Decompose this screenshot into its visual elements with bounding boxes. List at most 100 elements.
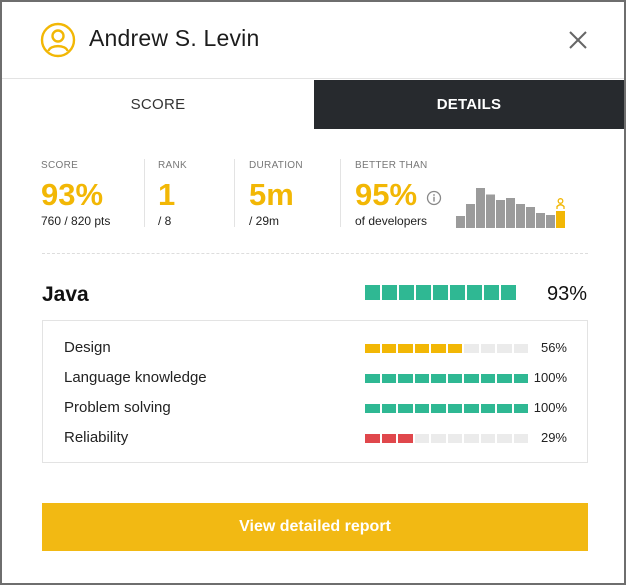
progress-segment-filled xyxy=(447,404,462,413)
progress-segment-filled xyxy=(464,404,479,413)
breakdown-row-problem-solving: Problem solving 100% xyxy=(43,396,587,420)
progress-segment-filled xyxy=(467,285,482,300)
histogram-bar xyxy=(466,204,475,228)
progress-segment-filled xyxy=(447,344,462,353)
progress-segment-filled xyxy=(414,344,429,353)
progress-segment-filled xyxy=(365,344,380,353)
progress-segment-filled xyxy=(513,404,528,413)
progress-segment-filled xyxy=(501,285,516,300)
progress-segment-empty xyxy=(513,344,528,353)
breakdown-progress-bar xyxy=(365,434,528,443)
progress-segment-filled xyxy=(382,285,397,300)
histogram-bar xyxy=(476,188,485,228)
rank-label: RANK xyxy=(158,160,187,171)
progress-segment-filled xyxy=(398,374,413,383)
tab-bar: SCORE DETAILS xyxy=(2,80,624,129)
progress-segment-filled xyxy=(381,344,396,353)
breakdown-percent: 100% xyxy=(533,370,567,385)
progress-segment-empty xyxy=(447,434,462,443)
better-than-caption: of developers xyxy=(355,214,428,228)
progress-segment-empty xyxy=(513,434,528,443)
histogram-bar xyxy=(516,204,525,228)
progress-segment-empty xyxy=(464,344,479,353)
breakdown-label: Language knowledge xyxy=(64,369,207,386)
close-icon[interactable] xyxy=(564,26,592,54)
rank-stat: RANK 1 / 8 xyxy=(158,160,187,228)
histogram-bar xyxy=(486,194,495,228)
duration-total: / 29m xyxy=(249,214,280,228)
histogram-bar xyxy=(526,207,535,228)
tab-score[interactable]: SCORE xyxy=(2,80,314,129)
user-name: Andrew S. Levin xyxy=(89,25,260,51)
progress-segment-filled xyxy=(414,374,429,383)
progress-segment-filled xyxy=(497,374,512,383)
better-than-label: BETTER THAN xyxy=(355,160,428,171)
breakdown-percent: 100% xyxy=(533,400,567,415)
rank-value: 1 xyxy=(158,177,176,212)
rank-total: / 8 xyxy=(158,214,172,228)
histogram-bar xyxy=(456,216,465,228)
breakdown-label: Problem solving xyxy=(64,399,171,416)
progress-segment-filled xyxy=(365,285,380,300)
breakdown-label: Reliability xyxy=(64,429,129,446)
progress-segment-filled xyxy=(416,285,431,300)
progress-segment-filled xyxy=(450,285,465,300)
skill-name: Java xyxy=(42,283,89,306)
progress-segment-filled xyxy=(365,434,380,443)
progress-segment-filled xyxy=(433,285,448,300)
breakdown-label: Design xyxy=(64,339,111,356)
breakdown-progress-bar xyxy=(365,374,528,383)
breakdown-percent: 56% xyxy=(540,340,567,355)
progress-segment-filled xyxy=(480,404,495,413)
view-detailed-report-button[interactable]: View detailed report xyxy=(42,503,588,551)
progress-segment-filled xyxy=(365,374,380,383)
progress-segment-filled xyxy=(381,404,396,413)
person-icon xyxy=(556,198,565,209)
breakdown-progress-bar xyxy=(365,404,528,413)
user-circle-icon xyxy=(40,22,76,58)
stat-divider xyxy=(234,159,235,227)
breakdown-progress-bar xyxy=(365,344,528,353)
progress-segment-filled xyxy=(431,374,446,383)
card-header: Andrew S. Levin xyxy=(2,2,624,79)
histogram-bar xyxy=(546,215,555,228)
progress-segment-filled xyxy=(431,344,446,353)
skill-breakdown: Design 56% Language knowledge 100% Probl… xyxy=(42,320,588,463)
histogram-bar xyxy=(496,200,505,228)
progress-segment-filled xyxy=(399,285,414,300)
score-value: 93% xyxy=(41,177,104,212)
progress-segment-filled xyxy=(484,285,499,300)
breakdown-percent: 29% xyxy=(540,430,567,445)
breakdown-row-design: Design 56% xyxy=(43,336,587,360)
progress-segment-filled xyxy=(513,374,528,383)
progress-segment-filled xyxy=(431,404,446,413)
duration-stat: DURATION 5m / 29m xyxy=(249,160,303,228)
progress-segment-filled xyxy=(447,374,462,383)
duration-value: 5m xyxy=(249,177,294,212)
progress-segment-filled xyxy=(398,404,413,413)
histogram-bar xyxy=(536,213,545,228)
progress-segment-filled xyxy=(398,344,413,353)
progress-segment-filled xyxy=(381,374,396,383)
skill-progress-bar xyxy=(365,285,516,300)
progress-segment-empty xyxy=(497,434,512,443)
better-than-stat: BETTER THAN 95% of developers xyxy=(355,160,428,228)
progress-segment-filled xyxy=(381,434,396,443)
progress-segment-empty xyxy=(464,434,479,443)
score-points: 760 / 820 pts xyxy=(41,214,111,228)
breakdown-row-language-knowledge: Language knowledge 100% xyxy=(43,366,587,390)
stat-divider xyxy=(144,159,145,227)
progress-segment-filled xyxy=(365,404,380,413)
progress-segment-empty xyxy=(414,434,429,443)
histogram-bar-highlight xyxy=(556,211,565,228)
progress-segment-filled xyxy=(414,404,429,413)
better-than-value: 95% xyxy=(355,177,418,212)
section-divider xyxy=(42,253,588,254)
histogram-bar xyxy=(506,198,515,228)
info-icon[interactable] xyxy=(426,190,442,206)
score-label: SCORE xyxy=(41,160,79,171)
progress-segment-empty xyxy=(431,434,446,443)
tab-details[interactable]: DETAILS xyxy=(314,80,624,129)
duration-label: DURATION xyxy=(249,160,303,171)
